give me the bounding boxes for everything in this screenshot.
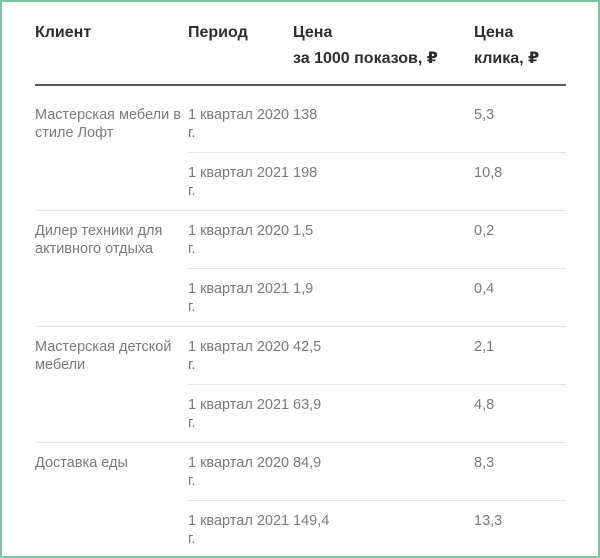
client-cell: Доставка еды (35, 442, 188, 558)
cpc-cell: 10,8 (474, 152, 566, 211)
period-cell: 1 квартал 2020 г. (188, 210, 293, 269)
cpc-cell: 2,1 (474, 326, 566, 385)
cpm-cell: 149,4 (293, 500, 474, 558)
cpc-cell: 4,8 (474, 384, 566, 443)
table-row: 1 квартал 2021 г. 1,9 0,4 (35, 268, 566, 327)
cpc-cell: 8,3 (474, 442, 566, 501)
period-cell: 1 квартал 2020 г. (188, 326, 293, 385)
table-row: Доставка еды 1 квартал 2020 г. 84,9 8,3 (35, 442, 566, 558)
header-cpc-line1: Цена (474, 24, 514, 41)
header-row: Клиент Период Цена за 1000 показов, ₽ Це… (35, 18, 566, 86)
cpm-cell: 1,9 (293, 268, 474, 327)
client-cell: Мастерская детской мебели (35, 326, 188, 443)
header-cpc: Цена клика, ₽ (474, 18, 566, 86)
table-row: 1 квартал 2021 г. 198 10,8 (35, 152, 566, 211)
cpc-cell: 0,4 (474, 268, 566, 327)
cpc-cell: 0,2 (474, 210, 566, 269)
header-cpm-line2: за 1000 показов, ₽ (293, 50, 438, 67)
table-body: Мастерская мебели в стиле Лофт 1 квартал… (35, 85, 566, 558)
period-cell: 1 квартал 2020 г. (188, 442, 293, 501)
cpc-cell: 5,3 (474, 107, 495, 123)
header-cpc-line2: клика, ₽ (474, 50, 540, 67)
period-cell: 1 квартал 2020 г. (188, 107, 290, 141)
cpc-cell: 13,3 (474, 500, 566, 558)
client-cell: Мастерская мебели в стиле Лофт (35, 107, 181, 141)
table-row: Мастерская мебели в стиле Лофт 1 квартал… (35, 85, 566, 153)
cpm-cell: 198 (293, 152, 474, 211)
table-row: 1 квартал 2021 г. 63,9 4,8 (35, 384, 566, 443)
cpm-cell: 42,5 (293, 326, 474, 385)
ad-prices-table: Клиент Период Цена за 1000 показов, ₽ Це… (35, 18, 566, 558)
header-period-label: Период (188, 24, 248, 41)
header-cpm-line1: Цена (293, 24, 333, 41)
cpm-cell: 138 (293, 107, 318, 123)
table-row: Дилер техники для активного отдыха 1 ква… (35, 210, 566, 327)
header-client: Клиент (35, 18, 188, 86)
period-cell: 1 квартал 2021 г. (188, 268, 293, 327)
header-cpm: Цена за 1000 показов, ₽ (293, 18, 474, 86)
header-client-label: Клиент (35, 24, 92, 41)
client-cell: Дилер техники для активного отдыха (35, 210, 188, 327)
period-cell: 1 квартал 2021 г. (188, 152, 293, 211)
period-cell: 1 квартал 2021 г. (188, 384, 293, 443)
cpm-cell: 63,9 (293, 384, 474, 443)
period-cell: 1 квартал 2021 г. (188, 500, 293, 558)
cpm-cell: 84,9 (293, 442, 474, 501)
cpm-cell: 1,5 (293, 210, 474, 269)
table-row: Мастерская детской мебели 1 квартал 2020… (35, 326, 566, 443)
table-row: 1 квартал 2021 г. 149,4 13,3 (35, 500, 566, 558)
table-header: Клиент Период Цена за 1000 показов, ₽ Це… (35, 18, 566, 86)
header-period: Период (188, 18, 293, 86)
